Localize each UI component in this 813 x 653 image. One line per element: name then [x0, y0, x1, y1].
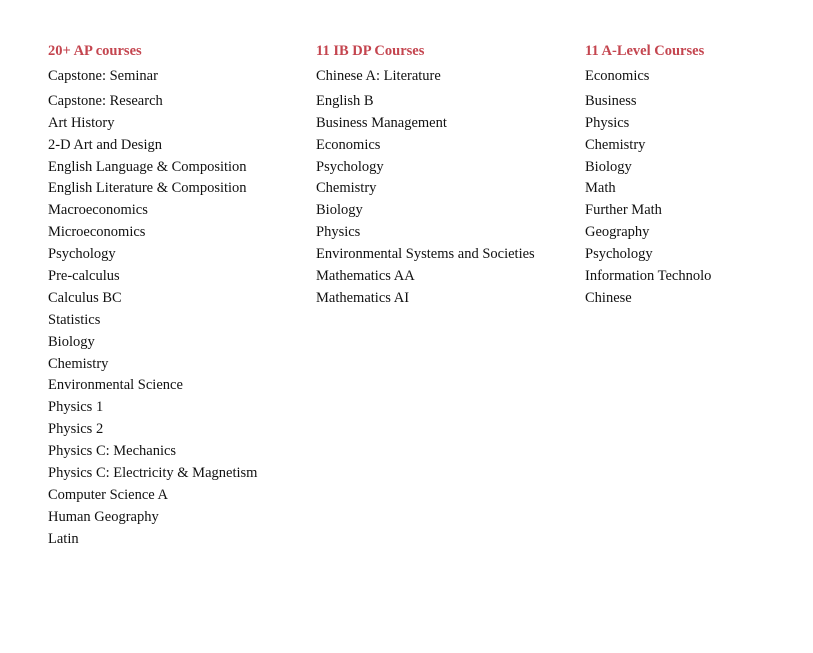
course-item: Psychology	[585, 246, 653, 263]
ib-dp-courses-column: 11 IB DP Courses Chinese A: Literature En…	[316, 42, 576, 310]
course-item: Physics C: Mechanics	[48, 443, 177, 460]
course-item: Pre-calculus	[48, 268, 120, 285]
course-item: Environmental Systems and Societies	[316, 246, 535, 263]
course-item: Computer Science A	[48, 486, 169, 503]
column-heading: 20+ AP courses	[48, 43, 142, 59]
ap-courses-column: 20+ AP courses Capstone: Seminar Capstone…	[48, 42, 308, 551]
course-item: Chemistry	[585, 136, 646, 153]
course-item: English Literature & Composition	[48, 180, 247, 197]
course-item: Chemistry	[48, 355, 109, 372]
column-heading: 11 A-Level Courses	[585, 43, 705, 59]
course-item: Information Technolo	[585, 268, 712, 285]
course-item: Economics	[316, 136, 381, 153]
course-item: Economics	[585, 68, 650, 84]
course-item: Art History	[48, 114, 115, 131]
course-item: English Language & Composition	[48, 158, 247, 175]
course-item: Human Geography	[48, 508, 159, 525]
course-item: Environmental Science	[48, 377, 183, 394]
course-item: Physics	[316, 224, 361, 241]
course-item: Statistics	[48, 311, 101, 328]
course-item: Business	[585, 92, 637, 109]
course-item: Biology	[585, 158, 632, 175]
course-item: Physics 1	[48, 399, 104, 416]
course-item: Physics	[585, 114, 630, 131]
course-item: Biology	[48, 333, 95, 350]
column-heading: 11 IB DP Courses	[316, 43, 425, 59]
a-level-courses-column: 11 A-Level Courses Economics Business Phys…	[585, 42, 716, 310]
course-item: Chinese	[585, 289, 632, 306]
course-item: Chinese A: Literature	[316, 68, 441, 84]
course-item: Business Management	[316, 114, 447, 131]
course-item: Mathematics AA	[316, 268, 415, 285]
course-item: Chemistry	[316, 180, 377, 197]
course-item: Calculus BC	[48, 289, 122, 306]
course-item: Physics C: Electricity & Magnetism	[48, 465, 258, 482]
course-item: Math	[585, 180, 616, 197]
course-item: Psychology	[316, 158, 384, 175]
course-item: Mathematics AI	[316, 289, 410, 306]
course-item: Capstone: Seminar	[48, 68, 158, 84]
course-item: Latin	[48, 530, 79, 547]
course-item: Biology	[316, 202, 363, 219]
course-item: Psychology	[48, 246, 116, 263]
course-item: Physics 2	[48, 421, 104, 438]
course-item: English B	[316, 92, 374, 109]
course-item: Further Math	[585, 202, 662, 219]
course-item: Macroeconomics	[48, 202, 148, 219]
course-item: Capstone: Research	[48, 92, 163, 109]
course-item: Geography	[585, 224, 650, 241]
course-item: Microeconomics	[48, 224, 146, 241]
course-item: 2-D Art and Design	[48, 136, 162, 153]
